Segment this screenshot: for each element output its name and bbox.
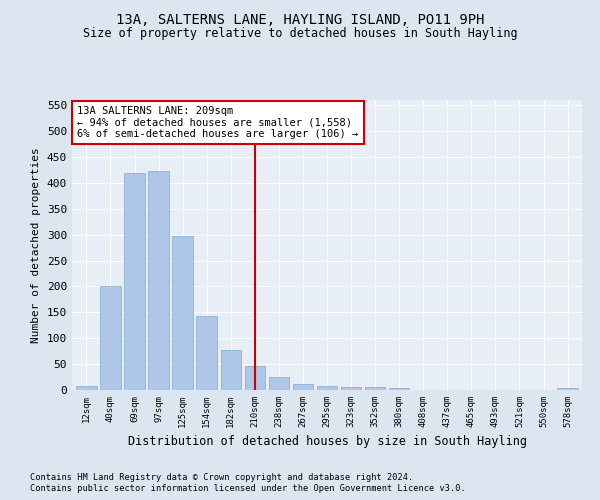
Bar <box>269 377 289 390</box>
Bar <box>100 286 121 390</box>
Bar <box>389 388 409 390</box>
Bar <box>124 172 145 390</box>
Bar <box>172 236 193 390</box>
Bar <box>557 388 578 390</box>
Bar <box>196 316 217 390</box>
Bar <box>341 388 361 390</box>
Text: Distribution of detached houses by size in South Hayling: Distribution of detached houses by size … <box>128 435 527 448</box>
Bar <box>365 388 385 390</box>
Text: 13A SALTERNS LANE: 209sqm
← 94% of detached houses are smaller (1,558)
6% of sem: 13A SALTERNS LANE: 209sqm ← 94% of detac… <box>77 106 358 139</box>
Y-axis label: Number of detached properties: Number of detached properties <box>31 147 41 343</box>
Bar <box>221 350 241 390</box>
Bar <box>245 366 265 390</box>
Bar <box>317 386 337 390</box>
Bar <box>293 384 313 390</box>
Text: Contains public sector information licensed under the Open Government Licence v3: Contains public sector information licen… <box>30 484 466 493</box>
Text: Size of property relative to detached houses in South Hayling: Size of property relative to detached ho… <box>83 28 517 40</box>
Text: 13A, SALTERNS LANE, HAYLING ISLAND, PO11 9PH: 13A, SALTERNS LANE, HAYLING ISLAND, PO11… <box>116 12 484 26</box>
Bar <box>76 386 97 390</box>
Text: Contains HM Land Registry data © Crown copyright and database right 2024.: Contains HM Land Registry data © Crown c… <box>30 472 413 482</box>
Bar <box>148 172 169 390</box>
